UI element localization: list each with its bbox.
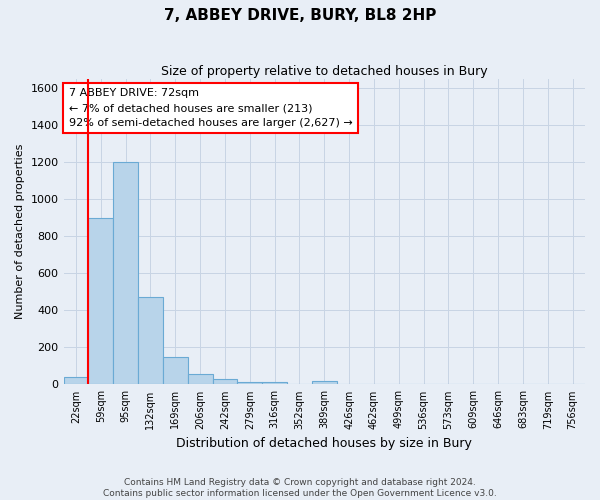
Bar (88, 218, 113, 384)
Text: 7 ABBEY DRIVE: 72sqm
← 7% of detached houses are smaller (213)
92% of semi-detac: 7 ABBEY DRIVE: 72sqm ← 7% of detached ho… (69, 88, 353, 128)
Bar (212, 380, 238, 384)
Text: 7, ABBEY DRIVE, BURY, BL8 2HP: 7, ABBEY DRIVE, BURY, BL8 2HP (164, 8, 436, 22)
Title: Size of property relative to detached houses in Bury: Size of property relative to detached ho… (161, 65, 488, 78)
Bar (238, 382, 262, 384)
Bar (113, 162, 138, 384)
Bar (64, 377, 88, 384)
Bar (188, 374, 212, 384)
Bar (312, 381, 337, 384)
Bar (138, 298, 163, 384)
Bar (262, 382, 287, 384)
Y-axis label: Number of detached properties: Number of detached properties (15, 144, 25, 320)
Bar (163, 356, 188, 384)
Text: Contains HM Land Registry data © Crown copyright and database right 2024.
Contai: Contains HM Land Registry data © Crown c… (103, 478, 497, 498)
X-axis label: Distribution of detached houses by size in Bury: Distribution of detached houses by size … (176, 437, 472, 450)
